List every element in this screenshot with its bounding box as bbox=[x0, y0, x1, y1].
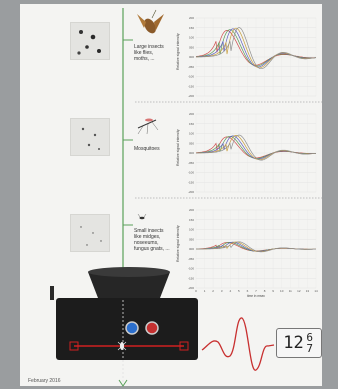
x-tick-label: 8 bbox=[264, 289, 266, 293]
y-tick-label: -150 bbox=[188, 180, 194, 184]
mosquitoes-dots bbox=[81, 127, 100, 150]
midge-icon bbox=[137, 213, 147, 220]
x-tick-label: 1 bbox=[204, 289, 206, 293]
insect-counter: 12 6 7 bbox=[276, 328, 322, 358]
counter-lead-digits: 12 bbox=[283, 333, 304, 353]
y-tick-label: -100 bbox=[188, 267, 194, 271]
footer-date: February 2016 bbox=[28, 378, 61, 384]
signal-series-5 bbox=[196, 27, 317, 70]
x-tick-label: 13 bbox=[306, 289, 310, 293]
x-tick-label: 14 bbox=[314, 289, 318, 293]
y-tick-label: 150 bbox=[189, 26, 194, 30]
x-tick-label: 2 bbox=[212, 289, 214, 293]
chart2-ylabel: Relative signal intensity bbox=[176, 129, 180, 166]
y-tick-label: 000 bbox=[189, 151, 194, 155]
large-insects-photo bbox=[70, 22, 110, 60]
y-tick-label: 100 bbox=[189, 132, 194, 136]
x-tick-label: 0 bbox=[195, 289, 197, 293]
y-tick-label: -100 bbox=[188, 171, 194, 175]
x-tick-label: 5 bbox=[238, 289, 240, 293]
y-tick-label: 200 bbox=[189, 16, 194, 20]
signal-charts: 200150100050000-050-100-150-200200150100… bbox=[188, 16, 318, 298]
y-tick-label: -200 bbox=[188, 94, 194, 98]
sensor-right bbox=[179, 341, 189, 351]
x-tick-label: 6 bbox=[247, 289, 249, 293]
mosquito-icon bbox=[137, 118, 159, 135]
label-mosquitoes: Mosquitoes bbox=[134, 146, 160, 152]
port-red bbox=[145, 321, 159, 335]
large-insects-dots bbox=[77, 30, 101, 55]
small-insects-photo bbox=[70, 214, 110, 252]
y-tick-label: -200 bbox=[188, 286, 194, 290]
x-tick-label: 10 bbox=[280, 289, 284, 293]
mosquitoes-photo bbox=[70, 118, 110, 156]
signal-series-5 bbox=[196, 241, 317, 253]
y-tick-label: 000 bbox=[189, 55, 194, 59]
moth-icon bbox=[137, 9, 164, 34]
chart-2: 200 150 100 050 000 -050 -100 -150 -200 bbox=[188, 112, 317, 194]
y-tick-label: 200 bbox=[189, 208, 194, 212]
y-tick-label: -150 bbox=[188, 84, 194, 88]
y-tick-label: 150 bbox=[189, 122, 194, 126]
trap-antenna bbox=[50, 286, 54, 300]
x-tick-label: 12 bbox=[297, 289, 301, 293]
counter-rolling-digit: 6 7 bbox=[305, 332, 315, 354]
y-tick-label: -150 bbox=[188, 276, 194, 280]
y-tick-label: -050 bbox=[188, 65, 194, 69]
y-tick-label: -050 bbox=[188, 161, 194, 165]
y-tick-label: 100 bbox=[189, 36, 194, 40]
small-insects-dots bbox=[80, 226, 102, 246]
label-large-insects: Large insects like flies, moths, ... bbox=[134, 44, 164, 62]
y-tick-label: 050 bbox=[189, 45, 194, 49]
counter-digit-top: 6 bbox=[306, 332, 314, 344]
y-tick-label: 050 bbox=[189, 237, 194, 241]
chart1-ylabel: Relative signal intensity bbox=[176, 33, 180, 70]
x-axis-label: time in msec bbox=[247, 294, 265, 298]
y-tick-label: 100 bbox=[189, 228, 194, 232]
trap-funnel bbox=[88, 272, 170, 298]
y-tick-label: 150 bbox=[189, 218, 194, 222]
x-tick-label: 3 bbox=[221, 289, 223, 293]
x-tick-label: 7 bbox=[255, 289, 257, 293]
chart-1: 200 150 100 050 000 -050 -100 -150 -200 bbox=[188, 16, 317, 98]
counter-digit-bottom: 7 bbox=[306, 342, 314, 354]
y-tick-label: 000 bbox=[189, 247, 194, 251]
x-tick-label: 4 bbox=[229, 289, 231, 293]
signal-series-5 bbox=[196, 134, 317, 161]
port-blue bbox=[125, 321, 139, 335]
sensor-left bbox=[69, 341, 79, 351]
x-tick-label: 11 bbox=[289, 289, 292, 293]
falling-insect-icon bbox=[117, 341, 127, 351]
y-tick-label: 050 bbox=[189, 141, 194, 145]
trap-funnel-rim bbox=[88, 267, 170, 277]
chart3-ylabel: Relative signal intensity bbox=[176, 225, 180, 262]
insect-trap bbox=[50, 267, 198, 387]
y-tick-label: -200 bbox=[188, 190, 194, 194]
y-tick-label: -100 bbox=[188, 75, 194, 79]
x-tick-label: 9 bbox=[272, 289, 274, 293]
signal-waveform bbox=[201, 317, 275, 371]
down-arrow-icon bbox=[118, 379, 128, 387]
y-tick-label: 200 bbox=[189, 112, 194, 116]
y-tick-label: -050 bbox=[188, 257, 194, 261]
label-small-insects: Small insects like midges, noseeums, fun… bbox=[134, 228, 170, 252]
